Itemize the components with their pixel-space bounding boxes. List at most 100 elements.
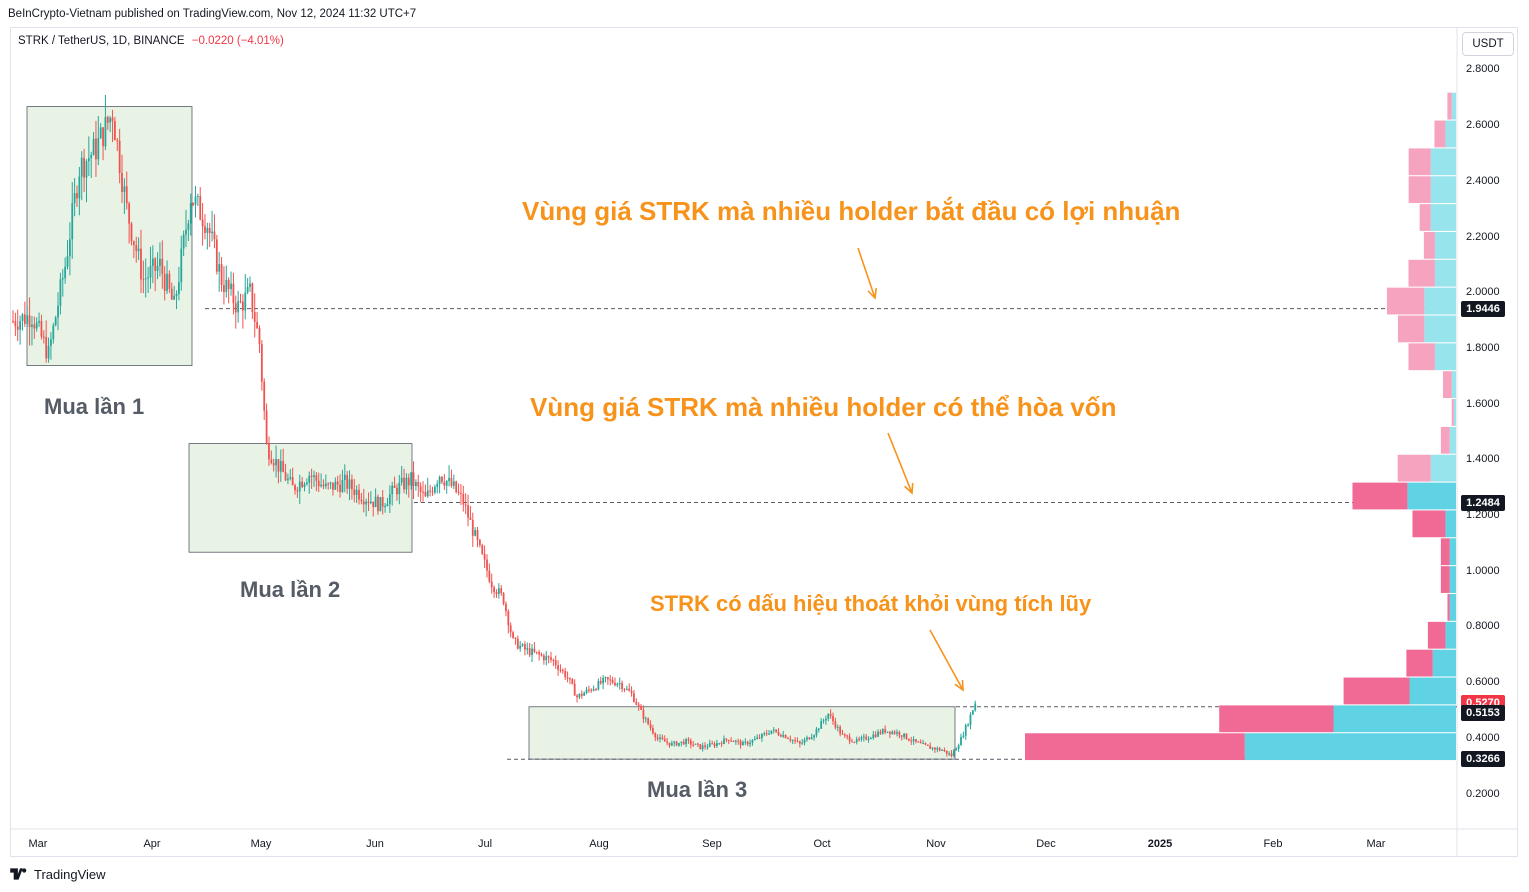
volume-profile-buy-bar	[1430, 204, 1456, 231]
volume-profile-sell-bar	[1447, 92, 1452, 120]
arrow-head	[904, 482, 914, 495]
candle-body	[343, 474, 346, 480]
candle-body	[938, 748, 941, 751]
candle-body	[460, 492, 462, 495]
candle-body	[798, 741, 801, 744]
volume-profile-sell-bar	[1025, 733, 1245, 761]
candle-body	[398, 482, 401, 495]
candle-body	[121, 173, 123, 193]
candle-body	[893, 731, 896, 734]
candle-body	[701, 745, 704, 749]
candle-body	[396, 487, 398, 495]
candle-body	[377, 496, 379, 512]
volume-profile-sell-bar	[1440, 566, 1450, 593]
candle-body	[365, 501, 368, 505]
candle-body	[806, 737, 808, 740]
candle-body	[630, 690, 633, 694]
candle-body	[597, 681, 600, 690]
candle-body	[829, 713, 832, 716]
candle-body	[403, 477, 405, 490]
candle-body	[481, 545, 484, 554]
candle-body	[834, 721, 837, 728]
candle-body	[232, 283, 235, 304]
breakeven-zone-annotation: Vùng giá STRK mà nhiều holder có thể hòa…	[530, 392, 1117, 422]
candle-body	[381, 497, 384, 507]
candle-body	[334, 481, 337, 490]
candle-body	[469, 517, 472, 520]
volume-profile-buy-bar	[1432, 649, 1456, 677]
candle-body	[862, 736, 865, 738]
volume-profile-sell-bar	[1397, 315, 1425, 343]
candle-body	[761, 733, 763, 738]
candle-body	[652, 728, 654, 734]
candle-body	[14, 321, 17, 327]
candle-body	[784, 734, 787, 739]
candle-body	[443, 481, 446, 486]
volume-profile-buy-bar	[1430, 176, 1456, 204]
candle-body	[230, 283, 232, 290]
volume-profile-buy-bar	[1445, 120, 1456, 148]
candle-body	[713, 743, 716, 747]
candle-body	[599, 681, 602, 684]
currency-button[interactable]: USDT	[1462, 32, 1514, 56]
candle-body	[156, 265, 159, 271]
candle-body	[178, 282, 180, 295]
candle-body	[663, 739, 666, 742]
candle-body	[73, 193, 76, 204]
candle-body	[220, 264, 223, 286]
tradingview-brand[interactable]: TradingView	[10, 865, 106, 883]
candle-body	[526, 648, 529, 650]
candle-body	[26, 315, 29, 324]
candle-body	[192, 203, 195, 205]
candle-body	[855, 739, 858, 743]
volume-profile-sell-bar	[1412, 510, 1446, 538]
candle-body	[244, 292, 247, 311]
volume-profile-buy-bar	[1424, 287, 1456, 315]
candle-body	[166, 273, 168, 291]
candle-body	[654, 733, 657, 738]
candle-body	[791, 740, 794, 742]
candle-body	[448, 477, 450, 482]
candle-body	[649, 724, 652, 729]
candle-body	[971, 710, 974, 715]
candle-body	[50, 339, 52, 346]
candle-body	[889, 731, 891, 734]
candle-body	[936, 748, 939, 750]
candle-body	[317, 480, 320, 487]
candle-body	[287, 478, 289, 481]
candle-body	[282, 461, 285, 473]
candle-body	[886, 731, 889, 733]
candle-body	[625, 688, 628, 690]
candle-body	[538, 652, 541, 655]
candle-body	[666, 741, 669, 743]
candle-body	[595, 689, 597, 691]
volume-profile-buy-bar	[1424, 315, 1456, 343]
candle-body	[204, 226, 206, 233]
candle-body	[114, 121, 116, 141]
y-tick-label: 1.0000	[1466, 564, 1500, 577]
candle-body	[915, 739, 917, 742]
candle-body	[723, 738, 725, 744]
candle-body	[704, 745, 706, 747]
price-tag: 1.2484	[1461, 494, 1505, 511]
candle-body	[132, 241, 135, 245]
y-tick-label: 2.2000	[1466, 230, 1500, 243]
candle-body	[578, 693, 581, 698]
y-tick-label: 1.6000	[1466, 397, 1500, 410]
candle-body	[637, 704, 640, 707]
candle-body	[246, 286, 249, 293]
volume-profile-buy-bar	[1451, 371, 1456, 399]
candle-body	[467, 505, 469, 518]
volume-profile-sell-bar	[1406, 649, 1433, 677]
candle-body	[903, 733, 906, 737]
candle-body	[265, 410, 268, 444]
candle-body	[519, 645, 522, 649]
volume-profile-sell-bar	[1440, 426, 1450, 454]
volume-profile-buy-bar	[1445, 510, 1456, 538]
candle-body	[803, 739, 806, 743]
volume-profile-buy-bar	[1449, 426, 1456, 454]
candle-body	[879, 731, 882, 734]
candle-body	[945, 750, 948, 754]
candle-body	[602, 678, 605, 684]
